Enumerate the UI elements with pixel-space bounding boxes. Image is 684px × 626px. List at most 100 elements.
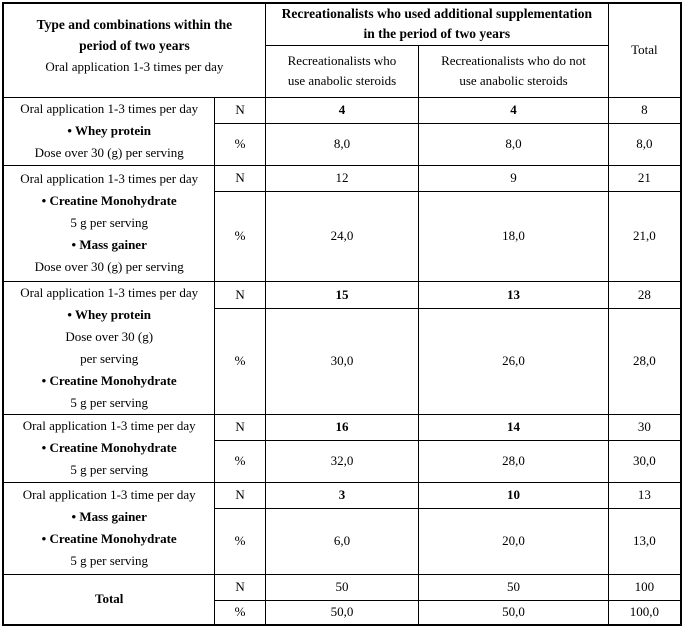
n-value-non-steroid-users: 14 bbox=[418, 413, 609, 441]
table-row-group-6-n: Total N 50 50 100 bbox=[2, 573, 682, 626]
pct-value-total: 21,0 bbox=[607, 190, 682, 282]
pct-value-steroid-users: 24,0 bbox=[264, 190, 420, 282]
stat-n-label: N bbox=[214, 96, 266, 124]
pct-value-steroid-users: 30,0 bbox=[264, 307, 420, 415]
row-label-line: 5 g per serving bbox=[70, 462, 148, 477]
table-row-group-4-pct: % 32,0 28,0 30,0 bbox=[3, 439, 682, 483]
row-label-line: • Mass gainer bbox=[71, 509, 147, 524]
pct-value-non-steroid-users: 50,0 bbox=[418, 599, 609, 626]
row-label-line: • Creatine Monohydrate bbox=[41, 531, 177, 546]
table-row-group-2-n: Oral application 1-3 times per day • Crea… bbox=[2, 164, 682, 282]
n-value-total: 8 bbox=[607, 96, 682, 124]
row-label-line: Dose over 30 (g) bbox=[65, 328, 154, 344]
row-label-line: Oral application 1-3 time per day bbox=[22, 418, 196, 433]
row-label-cell: Oral application 1-3 times per day • Whey… bbox=[2, 280, 216, 415]
table-row-group-1-n: Oral application 1-3 times per day • Whey… bbox=[2, 96, 682, 166]
n-value-non-steroid-users: 50 bbox=[418, 573, 609, 601]
row-label-cell: Total bbox=[2, 573, 216, 626]
row-label-line: Oral application 1-3 times per day bbox=[20, 171, 199, 186]
row-label-line: Total bbox=[94, 591, 124, 607]
pct-value-total: 30,0 bbox=[607, 439, 682, 483]
pct-value-total: 28,0 bbox=[607, 307, 682, 415]
n-value-steroid-users: 3 bbox=[264, 481, 420, 509]
type-combinations-header-cell: Type and combinations within the period … bbox=[2, 2, 266, 98]
n-value-steroid-users: 50 bbox=[264, 573, 420, 601]
row-label-line: per serving bbox=[80, 350, 139, 366]
subheader-steroid-users-label: Recreationalists who use anabolic steroi… bbox=[287, 53, 397, 88]
stat-n-label: N bbox=[214, 164, 266, 192]
table-row-group-6-pct: % 50,0 50,0 100,0 bbox=[3, 599, 682, 626]
stat-pct-label: % bbox=[214, 439, 266, 483]
table-row-group-4-n: Oral application 1-3 time per day • Creat… bbox=[2, 413, 682, 483]
stat-pct-label: % bbox=[214, 190, 266, 282]
table-body: Oral application 1-3 times per day • Whey… bbox=[2, 96, 682, 626]
stat-n-label: N bbox=[214, 573, 266, 601]
n-value-steroid-users: 16 bbox=[264, 413, 420, 441]
stat-pct-label: % bbox=[214, 307, 266, 415]
row-label-line: • Creatine Monohydrate bbox=[41, 193, 177, 208]
row-label-line: 5 g per serving bbox=[70, 394, 148, 410]
row-label-line: Oral application 1-3 times per day bbox=[20, 101, 199, 116]
stat-pct-label: % bbox=[214, 122, 266, 166]
total-column-header: Total bbox=[607, 2, 682, 98]
table-row-group-3-n: Oral application 1-3 times per day • Whey… bbox=[2, 280, 682, 415]
n-value-non-steroid-users: 9 bbox=[418, 164, 609, 192]
pct-value-steroid-users: 32,0 bbox=[264, 439, 420, 483]
stat-n-label: N bbox=[214, 481, 266, 509]
table-row-group-2-pct: % 24,0 18,0 21,0 bbox=[3, 190, 682, 282]
row-label-line: • Whey protein bbox=[67, 123, 151, 138]
pct-value-non-steroid-users: 8,0 bbox=[418, 122, 609, 166]
pct-value-non-steroid-users: 18,0 bbox=[418, 190, 609, 282]
row-label-line: • Creatine Monohydrate bbox=[41, 440, 177, 455]
stat-pct-label: % bbox=[214, 507, 266, 575]
pct-value-total: 8,0 bbox=[607, 122, 682, 166]
n-value-non-steroid-users: 4 bbox=[418, 96, 609, 124]
row-label-line: • Mass gainer bbox=[71, 237, 147, 252]
table-row-group-5-n: Oral application 1-3 time per day • Mass … bbox=[2, 481, 682, 575]
pct-value-non-steroid-users: 26,0 bbox=[418, 307, 609, 415]
row-label-cell: Oral application 1-3 times per day • Crea… bbox=[2, 164, 216, 282]
pct-value-total: 13,0 bbox=[607, 507, 682, 575]
n-value-steroid-users: 12 bbox=[264, 164, 420, 192]
stat-n-label: N bbox=[214, 280, 266, 309]
row-label-line: Dose over 30 (g) per serving bbox=[34, 145, 184, 160]
pct-value-non-steroid-users: 20,0 bbox=[418, 507, 609, 575]
group-header-cell: Recreationalists who used additional sup… bbox=[264, 2, 609, 46]
group-header-title: Recreationalists who used additional sup… bbox=[281, 6, 592, 42]
row-label-line: 5 g per serving bbox=[70, 215, 148, 230]
row-label-line: 5 g per serving bbox=[70, 553, 148, 568]
table-row-group-1-pct: % 8,0 8,0 8,0 bbox=[3, 122, 682, 166]
row-label-line: Oral application 1-3 time per day bbox=[22, 487, 196, 502]
table-row-group-5-pct: % 6,0 20,0 13,0 bbox=[3, 507, 682, 575]
row-label-cell: Oral application 1-3 time per day • Mass … bbox=[2, 481, 216, 575]
subheader-non-steroid-users-label: Recreationalists who do not use anabolic… bbox=[441, 53, 586, 88]
row-label-cell: Oral application 1-3 time per day • Creat… bbox=[2, 413, 216, 483]
row-label-line: • Whey protein bbox=[67, 306, 151, 322]
subheader-steroid-users: Recreationalists who use anabolic steroi… bbox=[264, 44, 420, 98]
n-value-total: 30 bbox=[607, 413, 682, 441]
n-value-non-steroid-users: 13 bbox=[418, 280, 609, 309]
pct-value-steroid-users: 50,0 bbox=[264, 599, 420, 626]
n-value-steroid-users: 4 bbox=[264, 96, 420, 124]
stat-pct-label: % bbox=[214, 599, 266, 626]
row-label-cell: Oral application 1-3 times per day • Whey… bbox=[2, 96, 216, 166]
pct-value-non-steroid-users: 28,0 bbox=[418, 439, 609, 483]
subheader-non-steroid-users: Recreationalists who do not use anabolic… bbox=[418, 44, 609, 98]
row-label-line: Dose over 30 (g) per serving bbox=[34, 259, 184, 274]
row-label-line: Oral application 1-3 times per day bbox=[20, 284, 199, 300]
row-label-line: • Creatine Monohydrate bbox=[41, 372, 177, 388]
n-value-total: 13 bbox=[607, 481, 682, 509]
n-value-non-steroid-users: 10 bbox=[418, 481, 609, 509]
stat-n-label: N bbox=[214, 413, 266, 441]
n-value-total: 28 bbox=[607, 280, 682, 309]
type-combinations-title: Type and combinations within the period … bbox=[36, 16, 233, 53]
table-header: Type and combinations within the period … bbox=[2, 2, 682, 98]
n-value-total: 21 bbox=[607, 164, 682, 192]
pct-value-total: 100,0 bbox=[607, 599, 682, 626]
pct-value-steroid-users: 6,0 bbox=[264, 507, 420, 575]
n-value-total: 100 bbox=[607, 573, 682, 601]
table-row-group-3-pct: % 30,0 26,0 28,0 bbox=[3, 307, 682, 415]
oral-application-subtitle: Oral application 1-3 times per day bbox=[45, 58, 224, 74]
